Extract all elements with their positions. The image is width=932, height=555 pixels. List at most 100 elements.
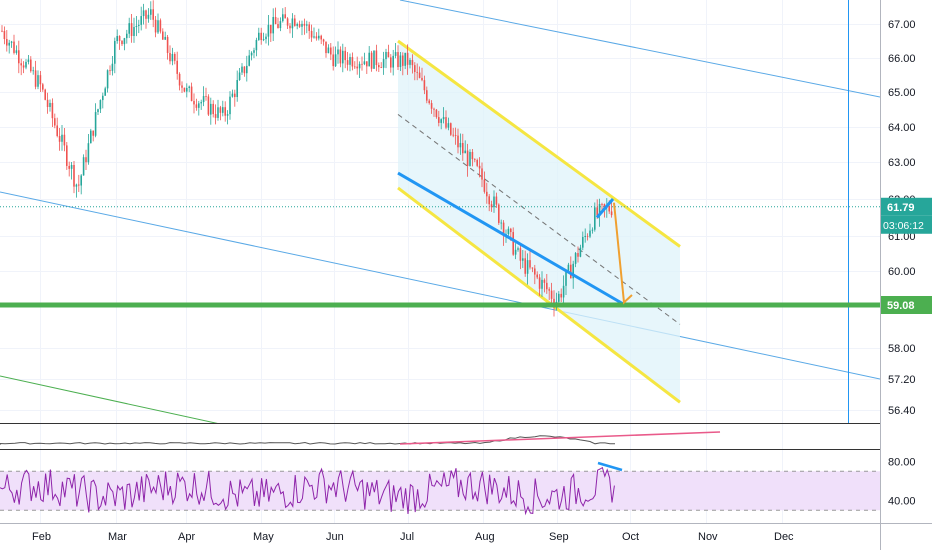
candle-body [502, 222, 505, 236]
candle-body [380, 67, 382, 68]
candle-body [594, 207, 596, 230]
candle-body [546, 282, 548, 290]
countdown-label: 03:06:12 [883, 220, 924, 232]
candle-body [541, 279, 543, 289]
candle-body [543, 279, 546, 283]
countdown-badge [881, 215, 932, 234]
candle-body [373, 50, 375, 69]
channel-midline [397, 114, 681, 325]
candle-body [75, 184, 78, 187]
candle-body [159, 20, 162, 32]
candle-body [339, 49, 342, 64]
candle-body [270, 24, 272, 34]
rsi-tick-label: 40.00 [888, 496, 916, 508]
candle-body [39, 75, 42, 85]
candle-body [90, 130, 92, 144]
candle-body [224, 107, 226, 116]
candle-body [116, 36, 118, 42]
long-term-trendline [0, 375, 218, 423]
candle-body [548, 289, 550, 291]
candle-body [498, 204, 500, 223]
support-label: 59.08 [887, 300, 915, 312]
candle-body [452, 134, 454, 136]
candle-body [366, 61, 368, 67]
candle-body [212, 103, 214, 115]
last-price-badge [881, 197, 932, 216]
candle-body [265, 36, 267, 40]
candle-body [241, 66, 243, 73]
candle-body [126, 33, 128, 39]
candle-body [272, 17, 274, 34]
candle-body [421, 77, 423, 81]
candle-body [145, 10, 147, 19]
price-tick-label: 67.00 [888, 19, 916, 31]
candle-body [486, 191, 488, 197]
candle-body [30, 59, 32, 72]
candle-body [474, 159, 476, 160]
candle-body [58, 136, 61, 142]
candle-body [426, 90, 428, 101]
candle-body [10, 41, 13, 43]
candle-body [558, 293, 560, 302]
candle-body [255, 39, 258, 51]
projection-arrow [613, 202, 633, 305]
price-tick-label: 64.00 [888, 122, 916, 134]
candle-body [250, 52, 253, 56]
main-pane[interactable] [0, 0, 880, 424]
time-axis[interactable]: Feb Mar Apr May Jun Jul Aug Sep Oct Nov Dec [32, 531, 794, 543]
time-tick-label: Dec [774, 531, 794, 543]
candle-body [459, 143, 462, 148]
candle-body [164, 36, 166, 40]
price-labels: 61.79 03:06:12 59.08 [881, 197, 932, 314]
candle-body [284, 14, 286, 19]
candle-body [274, 17, 277, 25]
candle-body [111, 63, 114, 71]
candle-body [574, 253, 577, 264]
time-tick-label: Mar [108, 531, 127, 543]
candle-body [279, 21, 282, 29]
price-axis[interactable]: 67.0066.0065.0064.0063.0062.0061.0060.00… [888, 19, 916, 508]
candle-body [428, 100, 430, 104]
candle-body [464, 150, 466, 154]
candle-body [193, 100, 195, 105]
candle-body [442, 117, 445, 120]
candle-body [591, 229, 594, 231]
candle-body [471, 151, 474, 160]
candle-body [344, 50, 346, 61]
candle-body [3, 30, 6, 40]
time-tick-label: Sep [549, 531, 569, 543]
candle-body [478, 165, 481, 169]
candle-body [66, 145, 68, 166]
candle-body [610, 211, 613, 216]
candle-body [37, 75, 39, 87]
resistance-trendline [399, 0, 880, 98]
candle-body [277, 24, 279, 29]
candle-body [507, 228, 510, 235]
candle-body [171, 53, 174, 62]
candle-body [289, 25, 291, 29]
support-badge [881, 296, 932, 314]
candle-body [202, 96, 205, 103]
candle-body [454, 135, 457, 136]
candle-body [207, 96, 210, 115]
recent-swing-line [595, 198, 615, 219]
volume-line [0, 435, 616, 445]
candle-body [114, 41, 116, 64]
rsi-pane[interactable] [0, 461, 880, 516]
candle-body [358, 63, 361, 69]
candle-body [447, 123, 450, 128]
candle-body [586, 235, 589, 237]
candle-body [18, 50, 20, 64]
candle-body [188, 86, 190, 88]
volume-pane [0, 431, 721, 445]
candle-body [510, 228, 512, 233]
candle-body [80, 175, 82, 186]
candle-body [550, 290, 553, 299]
candle-body [411, 59, 414, 66]
candle-body [243, 66, 246, 74]
candle-body [526, 260, 529, 274]
rsi-divergence-line [597, 461, 623, 472]
candle-body [538, 277, 541, 289]
